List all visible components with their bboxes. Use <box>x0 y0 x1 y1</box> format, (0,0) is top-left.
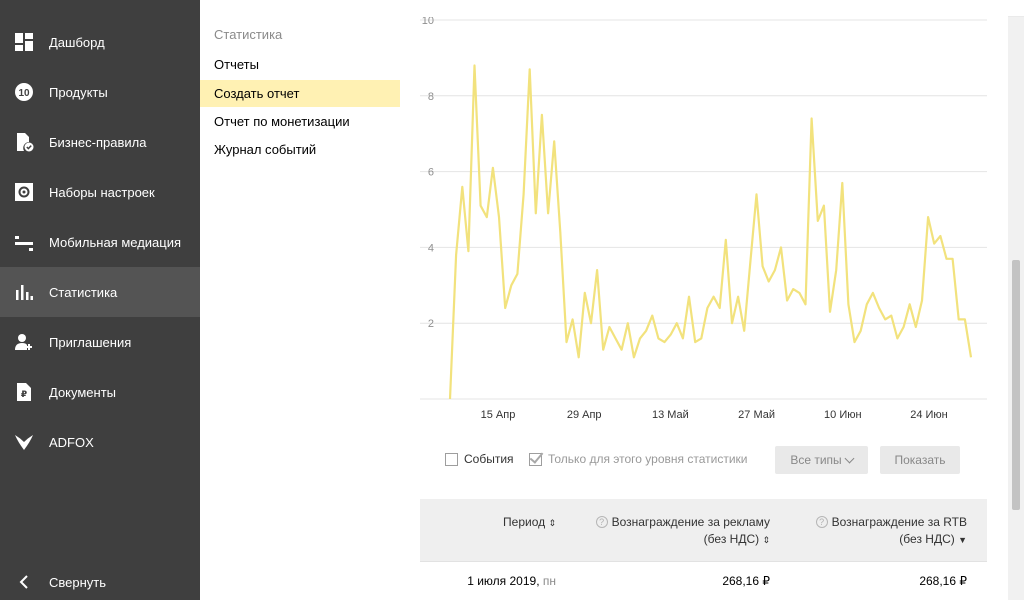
ad-reward-header[interactable]: ? Вознаграждение за рекламу (без НДС) ⇕ <box>595 514 770 549</box>
sidebar-item-label: Продукты <box>49 84 108 100</box>
dashboard-icon <box>14 32 34 52</box>
sidebar-item-label: Документы <box>49 384 117 400</box>
level-only-label: Только для этого уровня статистики <box>548 452 748 466</box>
ad-reward-header-line2: (без НДС) <box>703 532 760 546</box>
events-label: События <box>464 452 514 466</box>
scrollbar-thumb[interactable] <box>1012 260 1020 510</box>
events-checkbox[interactable] <box>445 452 458 466</box>
y-tick-label: 6 <box>428 167 434 179</box>
sidebar-item-settings-sets[interactable]: Наборы настроек <box>0 167 200 217</box>
sort-icon: ⇕ <box>762 535 770 545</box>
sidebar-collapse[interactable]: Свернуть <box>0 557 200 600</box>
x-tick-label: 13 Май <box>652 409 689 421</box>
business-rules-icon <box>14 132 34 152</box>
mediation-icon <box>14 232 34 252</box>
sidebar-item-label: Дашборд <box>49 34 105 50</box>
collapse-label: Свернуть <box>49 574 107 590</box>
rtb-reward-header-line1: Вознаграждение за RTB <box>831 515 967 529</box>
submenu-item-monetization-report[interactable]: Отчет по монетизации <box>214 114 350 129</box>
sidebar-item-label: ADFOX <box>49 434 94 450</box>
x-tick-label: 29 Апр <box>567 409 602 421</box>
events-checkbox-wrap[interactable]: События <box>445 452 514 466</box>
submenu-item-create-report[interactable]: Создать отчет <box>200 80 400 107</box>
row-ad-reward: 268,16 ₽ <box>722 574 770 588</box>
vertical-scrollbar[interactable] <box>1008 17 1024 600</box>
statistics-submenu: Статистика Отчеты Создать отчет Отчет по… <box>200 0 400 600</box>
sidebar-item-label: Приглашения <box>49 334 132 350</box>
statistics-chart: 2 4 6 8 10 15 Апр 29 Апр 13 Май 27 Май 10 Июн 24 И… <box>420 17 987 421</box>
main-sidebar: Дашборд 10 Продукты Бизнес-правила Набор… <box>0 0 200 600</box>
settings-sets-icon <box>14 182 34 202</box>
x-tick-label: 27 Май <box>738 409 775 421</box>
sidebar-item-label: Статистика <box>49 284 118 300</box>
row-date-value: 1 июля 2019, <box>467 574 540 588</box>
types-dropdown-button[interactable]: Все типы <box>775 446 868 474</box>
sidebar-item-mobile-mediation[interactable]: Мобильная медиация <box>0 217 200 267</box>
sidebar-item-label: Наборы настроек <box>49 184 155 200</box>
y-tick-label: 10 <box>422 17 434 27</box>
statistics-icon <box>14 282 34 302</box>
sidebar-item-invitations[interactable]: Приглашения <box>0 317 200 367</box>
submenu-item-reports[interactable]: Отчеты <box>214 57 259 72</box>
level-only-checkbox[interactable] <box>529 452 542 466</box>
x-tick-label: 10 Июн <box>824 409 862 421</box>
x-tick-label: 24 Июн <box>910 409 948 421</box>
table-header: Период ⇕ ? Вознаграждение за рекламу (без… <box>420 499 987 561</box>
documents-icon: ₽ <box>14 382 34 402</box>
row-day: пн <box>542 574 556 588</box>
sort-icon: ⇕ <box>548 518 556 528</box>
sidebar-item-documents[interactable]: ₽ Документы <box>0 367 200 417</box>
y-tick-label: 8 <box>428 91 434 103</box>
main-content: 2 4 6 8 10 15 Апр 29 Апр 13 Май 27 Май 10 Июн 24 И… <box>400 0 1008 600</box>
table-row: 1 июля 2019, пн 268,16 ₽ 268,16 ₽ <box>420 561 987 600</box>
sidebar-item-label: Бизнес-правила <box>49 134 147 150</box>
products-icon: 10 <box>14 82 34 102</box>
sidebar-item-business-rules[interactable]: Бизнес-правила <box>0 117 200 167</box>
series-line <box>448 64 973 400</box>
row-rtb-reward: 268,16 ₽ <box>919 574 967 588</box>
submenu-item-event-log[interactable]: Журнал событий <box>214 142 317 157</box>
ad-reward-header-line1: Вознаграждение за рекламу <box>611 515 770 529</box>
y-tick-label: 4 <box>428 242 434 254</box>
products-badge: 10 <box>18 88 30 99</box>
period-header[interactable]: Период ⇕ <box>503 514 556 532</box>
sidebar-item-adfox[interactable]: ADFOX <box>0 417 200 467</box>
chart-controls: События Только для этого уровня статисти… <box>400 446 1008 474</box>
sidebar-item-statistics[interactable]: Статистика <box>0 267 200 317</box>
y-tick-label: 2 <box>428 318 434 330</box>
level-only-checkbox-wrap[interactable]: Только для этого уровня статистики <box>529 452 747 466</box>
help-icon[interactable]: ? <box>595 516 608 528</box>
sidebar-item-products[interactable]: 10 Продукты <box>0 67 200 117</box>
show-button-label: Показать <box>894 453 946 467</box>
period-header-label: Период <box>503 515 546 529</box>
chevron-down-icon <box>844 453 855 463</box>
rtb-reward-header-line2: (без НДС) <box>899 532 955 546</box>
chevron-left-icon <box>14 572 34 592</box>
invitations-icon <box>14 332 34 352</box>
submenu-title: Статистика <box>214 27 283 42</box>
documents-badge: ₽ <box>21 390 27 400</box>
sidebar-item-label: Мобильная медиация <box>49 234 182 250</box>
rtb-reward-header[interactable]: ? Вознаграждение за RTB (без НДС) ▼ <box>815 514 967 549</box>
help-icon[interactable]: ? <box>815 516 828 528</box>
sort-desc-icon: ▼ <box>958 535 967 545</box>
row-date: 1 июля 2019, пн <box>467 574 556 588</box>
x-tick-label: 15 Апр <box>481 409 516 421</box>
types-button-label: Все типы <box>790 453 842 467</box>
adfox-icon <box>14 432 34 452</box>
show-button[interactable]: Показать <box>880 446 960 474</box>
sidebar-item-dashboard[interactable]: Дашборд <box>0 17 200 67</box>
